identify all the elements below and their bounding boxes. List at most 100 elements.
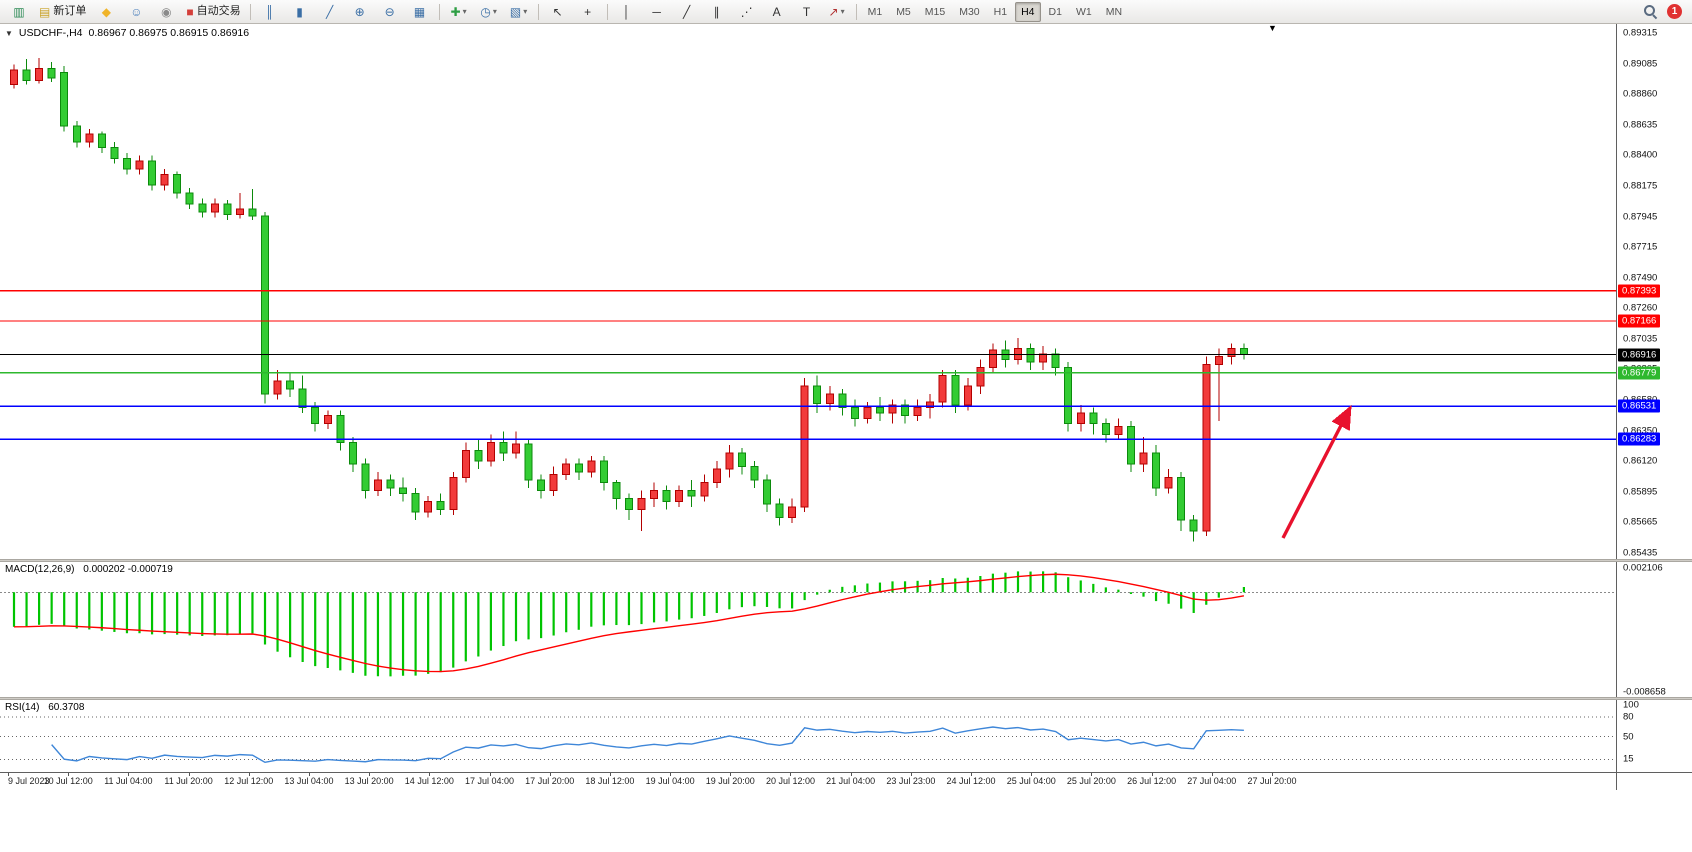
macd-scale-label: -0.008658 [1623,686,1666,698]
autotrade-glyph: ■ [186,4,194,19]
time-axis-label: 14 Jul 12:00 [404,776,454,786]
price-scale-label: 0.87035 [1623,333,1658,345]
macd-plot[interactable]: MACD(12,26,9) 0.000202 -0.000719 [0,562,1616,697]
timeframe-button-m5[interactable]: M5 [896,5,911,18]
time-axis-label: 11 Jul 04:00 [104,776,153,786]
price-scale-label: 0.88860 [1623,88,1658,100]
price-scale-label: 0.85665 [1623,516,1658,528]
periods-button[interactable]: ◷ ▾ [475,1,503,23]
line-chart-button[interactable]: ╱ [316,1,344,23]
timeframe-button-m30[interactable]: M30 [959,5,980,18]
macd-price-scale[interactable]: 0.002106 -0.008658 [1616,562,1692,697]
bar-chart-button[interactable]: ║ [256,1,284,23]
symbol-period-label: USDCHF-,H4 [18,27,83,39]
time-tick [549,773,551,776]
new-order-button[interactable]: ▤ 新订单 [35,1,90,23]
horizontal-line-button[interactable]: ─ [643,1,671,23]
trendline-button[interactable]: ╱ [673,1,701,23]
main-price-scale[interactable]: 0.89315 0.89085 0.88860 0.88635 0.88400 0.881… [1616,24,1692,559]
price-scale-label: 0.87490 [1623,272,1658,284]
rsi-plot[interactable]: RSI(14) 60.3708 [0,700,1616,772]
time-axis-label: 24 Jul 12:00 [946,776,996,786]
support-icon-glyph: ☺ [130,4,143,19]
macd-label: MACD(12,26,9) 0.000202 -0.000719 [5,564,173,575]
indicators-glyph: ✚ [450,4,461,19]
search-icon[interactable] [1644,5,1657,18]
time-tick [910,773,912,776]
chart-window-icon[interactable]: ▥ [5,1,33,23]
time-tick [1272,773,1273,776]
time-axis-label: 13 Jul 04:00 [284,776,334,786]
vertical-line-button[interactable]: │ [613,1,641,23]
time-axis-labels[interactable]: 9 Jul 2023 10 Jul 12:00 11 Jul 04:00 11 Jul… [0,773,1616,790]
notification-badge[interactable]: 1 [1667,4,1682,19]
price-tag: 0.86283 [1618,432,1661,446]
price-scale-label: 0.88175 [1623,180,1658,192]
chart-shift-marker[interactable]: ▼ [1268,24,1277,33]
annotation-arrow [1281,404,1352,539]
timeframe-button-m1[interactable]: M1 [867,5,883,18]
indicators-button[interactable]: ✚ ▾ [445,1,473,23]
channel-button[interactable]: ∥ [703,1,731,23]
zoom-in-button[interactable]: ⊕ [346,1,374,23]
fibonacci-button[interactable]: ⋰ [733,1,761,23]
templates-glyph: ▧ [509,4,522,19]
community-icon[interactable]: ◉ [152,1,180,23]
one-click-collapse-icon[interactable]: ▼ [5,28,13,38]
crosshair-button[interactable]: + [574,1,602,23]
time-tick [1091,773,1093,776]
time-axis-label: 9 Jul 2023 [8,776,50,786]
time-tick [1031,773,1033,776]
autotrade-button[interactable]: ■ 自动交易 [182,1,244,23]
panel-separator[interactable] [0,697,1692,700]
toolbar-right: 1 [1644,4,1688,19]
autotrade-button-label: 自动交易 [196,5,241,17]
main-chart-plot[interactable]: ▼ USDCHF-,H4 0.86967 0.86975 0.86915 0.8… [0,24,1616,559]
timeframe-toolbar: M1 M5 M15 M30 H1 H4 D1 W1 MN [861,0,1129,23]
time-axis-label: 17 Jul 20:00 [525,776,575,786]
timeframe-button-d1[interactable]: D1 [1048,5,1062,18]
rsi-name: RSI(14) [5,702,40,713]
support-icon[interactable]: ☺ [122,1,150,23]
timeframe-button-h4[interactable]: H4 [1015,1,1041,22]
new-order-glyph: ▤ [39,4,51,19]
label-glyph: T [802,4,811,19]
cursor-button[interactable]: ↖ [544,1,572,23]
channel-glyph: ∥ [713,4,720,19]
panel-separator[interactable] [0,559,1692,562]
timeframe-button-w1[interactable]: W1 [1075,5,1092,18]
price-scale-label: 0.85435 [1623,547,1658,559]
ohlc-values: 0.86967 0.86975 0.86915 0.86916 [88,27,250,39]
candlestick-button[interactable]: ▮ [286,1,314,23]
timeframe-button-h1[interactable]: H1 [993,5,1008,18]
cursor-glyph: ↖ [552,4,563,19]
text-button[interactable]: A [763,1,791,23]
time-tick [971,773,973,776]
time-tick [369,773,371,776]
arrows-button[interactable]: ↗ ▾ [823,1,851,23]
label-button[interactable]: T [793,1,821,23]
price-scale-label: 0.86120 [1623,455,1658,467]
time-axis-label: 21 Jul 04:00 [826,776,876,786]
time-axis-corner [1616,773,1692,790]
rsi-price-scale[interactable]: 100 80 50 15 [1616,700,1692,772]
timeframe-button-mn[interactable]: MN [1105,5,1123,18]
time-axis-label: 19 Jul 20:00 [705,776,755,786]
mql5-icon[interactable]: ◆ [92,1,120,23]
time-axis-label: 27 Jul 04:00 [1187,776,1237,786]
rsi-scale-label: 100 [1623,700,1639,711]
rsi-scale-label: 80 [1623,711,1634,723]
symbol-info: ▼ USDCHF-,H4 0.86967 0.86975 0.86915 0.8… [5,27,249,39]
time-axis-label: 25 Jul 04:00 [1006,776,1056,786]
time-tick [8,773,9,776]
macd-scale-label: 0.002106 [1623,562,1663,574]
toolbar-separator [438,3,440,20]
arrows-glyph: ↗ [828,4,839,19]
timeframe-button-m15[interactable]: M15 [924,5,946,18]
time-axis[interactable]: 9 Jul 2023 10 Jul 12:00 11 Jul 04:00 11 Jul… [0,772,1692,790]
templates-button[interactable]: ▧ ▾ [505,1,533,23]
time-axis-label: 10 Jul 12:00 [43,776,93,786]
tile-windows-button[interactable]: ▦ [406,1,434,23]
time-tick [790,773,792,776]
zoom-out-button[interactable]: ⊖ [376,1,404,23]
